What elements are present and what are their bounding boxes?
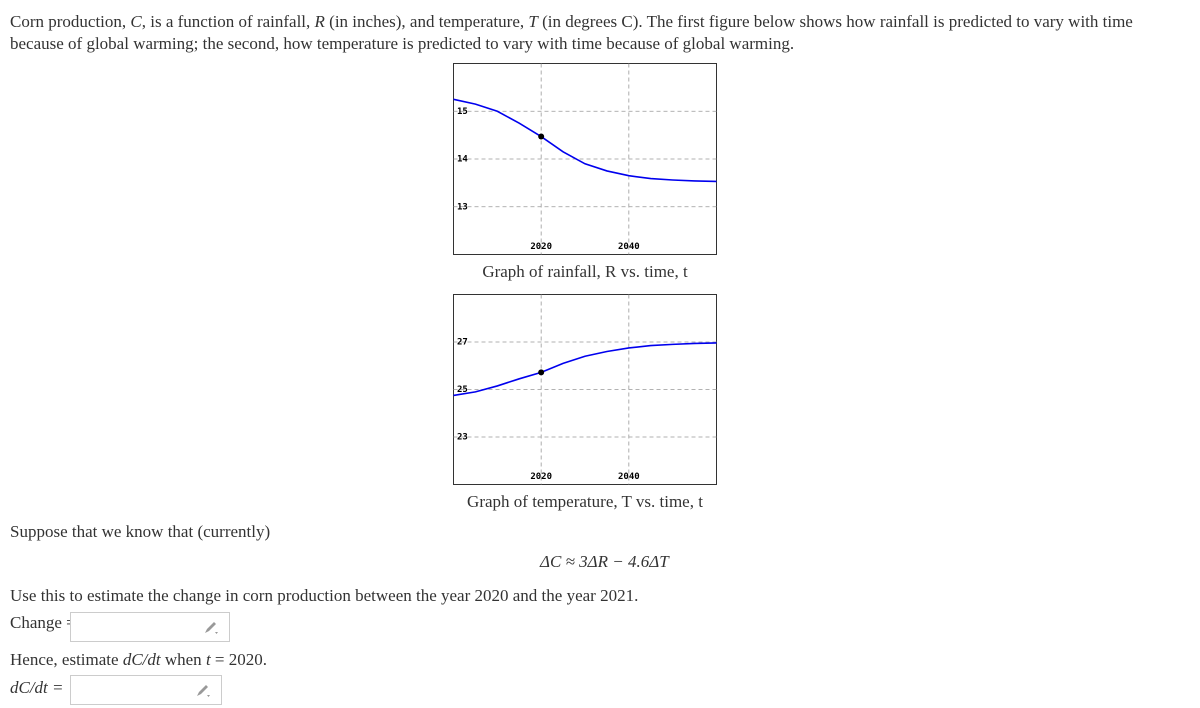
chart-caption: Graph of temperature, T vs. time, t xyxy=(467,492,703,511)
formula: ΔC ≈ 3ΔR − 4.6ΔT xyxy=(540,552,669,571)
rate-label: dC/dt = xyxy=(10,678,64,697)
rainfall-chart: 13 14 15 2020 2040 xyxy=(453,63,717,255)
suppose: Suppose that we know that (currently) xyxy=(10,522,271,541)
pencil-icon[interactable] xyxy=(203,620,221,636)
chart-caption: Graph of rainfall, R vs. time, t xyxy=(482,262,688,281)
y-tick-label: 25 xyxy=(457,385,468,395)
x-tick-label: 2020 xyxy=(530,242,552,252)
x-tick-label: 2040 xyxy=(618,472,640,482)
rate-input[interactable] xyxy=(70,675,222,705)
var: C xyxy=(130,12,142,31)
hence: Hence, estimate dC/dt when t = 2020. xyxy=(10,650,267,670)
text: Hence, estimate xyxy=(10,650,123,669)
data-line xyxy=(453,98,717,183)
y-tick-label: 14 xyxy=(457,155,468,165)
y-tick-label: 15 xyxy=(457,107,468,117)
point-marker xyxy=(538,369,545,376)
var: T xyxy=(528,12,538,31)
temperature-chart: 23 25 27 2020 2040 xyxy=(453,294,717,485)
text: (in inches), and temperature, xyxy=(324,12,529,31)
plot-frame xyxy=(453,294,717,485)
intro: Corn production, C, is a function of rai… xyxy=(10,11,1170,55)
x-tick-label: 2020 xyxy=(530,472,552,482)
y-tick-label: 27 xyxy=(457,338,468,348)
text: (in degrees C). The first figure below s… xyxy=(10,12,1133,53)
y-tick-label: 23 xyxy=(457,433,468,443)
plot-frame xyxy=(453,63,717,255)
pencil-icon[interactable] xyxy=(195,683,213,699)
point-marker xyxy=(538,133,545,140)
text: , is a function of rainfall, xyxy=(141,12,315,31)
data-line xyxy=(453,342,717,397)
text: when xyxy=(160,650,206,669)
text: Corn production, xyxy=(10,12,131,31)
text: = 2020. xyxy=(210,650,268,669)
change-input[interactable] xyxy=(70,612,230,642)
var: t xyxy=(205,650,211,669)
var: R xyxy=(314,12,325,31)
y-tick-label: 13 xyxy=(457,202,468,212)
var: dC/dt xyxy=(122,650,161,669)
x-tick-label: 2040 xyxy=(618,242,640,252)
instruction: Use this to estimate the change in corn … xyxy=(10,586,639,605)
change-label: Change = xyxy=(10,613,76,632)
